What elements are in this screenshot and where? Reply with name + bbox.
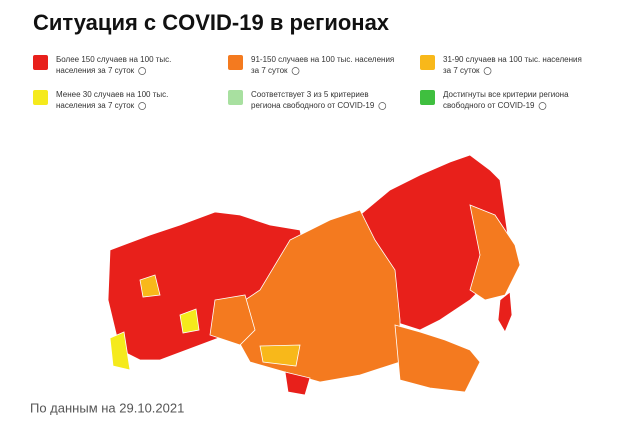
region xyxy=(179,308,200,334)
region xyxy=(284,371,311,396)
legend-swatch xyxy=(228,90,243,105)
info-icon xyxy=(378,102,387,110)
title: Ситуация с COVID-19 в регионах xyxy=(33,10,390,35)
region xyxy=(497,291,513,333)
legend-text: свободного от COVID-19 xyxy=(443,101,535,110)
legend-text: 91-150 случаев на 100 тыс. населения xyxy=(251,55,394,64)
legend-text: Менее 30 случаев на 100 тыс. xyxy=(56,90,168,99)
info-icon xyxy=(138,67,147,75)
legend-text: Достигнуты все критерии региона xyxy=(443,90,569,99)
legend-text: Соответствует 3 из 5 критериев xyxy=(251,90,369,99)
info-icon xyxy=(291,67,300,75)
legend-swatch xyxy=(420,90,435,105)
legend-swatch xyxy=(33,90,48,105)
map xyxy=(107,154,521,396)
legend: Более 150 случаев на 100 тыс. населения з… xyxy=(33,55,582,110)
legend-text: населения за 7 суток xyxy=(56,66,135,75)
region xyxy=(139,274,161,298)
legend-text: за 7 суток xyxy=(251,66,288,75)
legend-text: региона свободного от COVID-19 xyxy=(251,101,375,110)
info-icon xyxy=(538,102,547,110)
legend-text: 31-90 случаев на 100 тыс. населения xyxy=(443,55,582,64)
footer-note: По данным на 29.10.2021 xyxy=(30,400,184,415)
info-icon xyxy=(483,67,492,75)
legend-text: за 7 суток xyxy=(443,66,480,75)
region xyxy=(469,204,521,301)
legend-swatch xyxy=(420,55,435,70)
legend-text: населения за 7 суток xyxy=(56,101,135,110)
region xyxy=(394,324,481,393)
region xyxy=(109,331,131,371)
legend-swatch xyxy=(33,55,48,70)
region xyxy=(209,294,256,346)
legend-swatch xyxy=(228,55,243,70)
legend-text: Более 150 случаев на 100 тыс. xyxy=(56,55,171,64)
region xyxy=(259,344,301,367)
info-icon xyxy=(138,102,147,110)
